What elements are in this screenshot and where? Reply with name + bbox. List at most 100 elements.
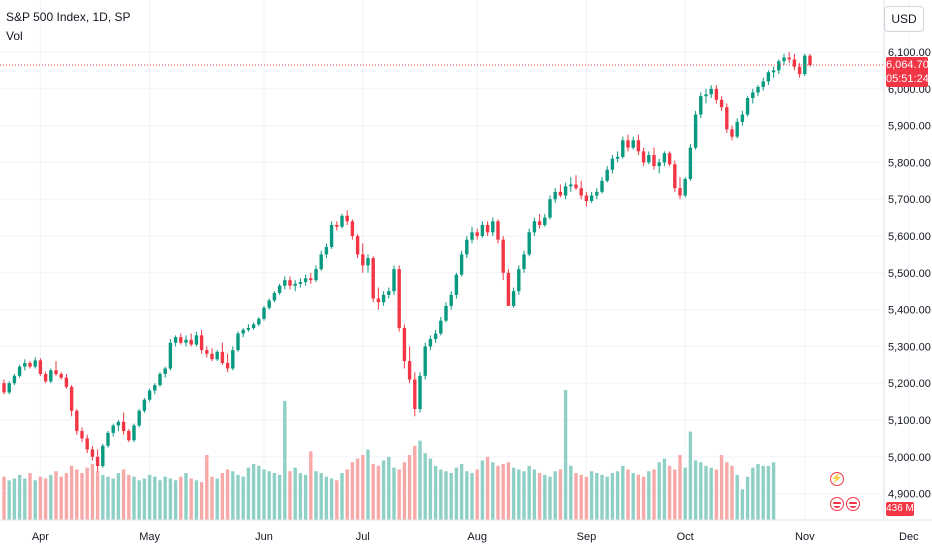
price-axis[interactable]: 4,900.00 5,000.00 5,100.00 5,200.00 5,300.00…	[888, 47, 931, 501]
candle-body	[85, 438, 89, 450]
candle-body	[787, 57, 791, 60]
volume-bar	[251, 464, 256, 520]
candle-body	[688, 147, 693, 179]
price-tick-label: 5,600.00	[888, 231, 931, 243]
volume-bar	[392, 467, 396, 520]
candle-body	[179, 337, 183, 343]
price-tick-label: 5,300.00	[888, 341, 931, 353]
volume-bar	[7, 480, 11, 520]
volume-bar	[111, 478, 115, 520]
candle-body	[595, 191, 599, 196]
volume-bar	[381, 460, 386, 520]
volume-bar	[480, 460, 485, 520]
volume-bar	[277, 474, 282, 520]
volume-bar	[23, 478, 27, 520]
time-tick-label: Nov	[795, 531, 815, 543]
candle-body	[673, 164, 677, 189]
last-price-value: 6,064.70	[886, 59, 929, 71]
volume-bar	[652, 469, 656, 520]
volume-bar	[496, 465, 500, 520]
candle-body	[314, 269, 318, 281]
candle-body	[589, 195, 594, 202]
candle-body	[792, 59, 797, 67]
candle-body	[480, 224, 485, 236]
volume-bars	[2, 390, 776, 520]
volume-bar	[179, 476, 183, 520]
candle-body	[54, 370, 58, 374]
candle-body	[413, 379, 417, 409]
volume-bar	[121, 469, 126, 520]
candle-body	[636, 140, 641, 152]
candle-body	[808, 55, 812, 65]
volume-bar	[641, 476, 646, 520]
candle-body	[615, 156, 620, 159]
candle-body	[714, 88, 719, 100]
candle-body	[423, 346, 427, 376]
us-flag-icon[interactable]	[846, 497, 860, 511]
volume-bar	[589, 471, 594, 520]
price-tick-label: 5,500.00	[888, 268, 931, 280]
candle-body	[522, 254, 526, 270]
volume-bar	[407, 455, 412, 520]
volume-bar	[80, 473, 84, 520]
time-axis[interactable]: AprMayJunJulAugSepOctNovDec23	[32, 531, 932, 543]
volume-bar	[579, 474, 583, 520]
time-tick-label: Apr	[32, 531, 49, 543]
volume-bar	[610, 473, 615, 520]
candle-body	[246, 328, 251, 330]
candle-body	[194, 335, 199, 345]
price-tick-label: 5,900.00	[888, 121, 931, 133]
candle-body	[257, 318, 261, 325]
candle-body	[33, 360, 37, 367]
volume-bar	[647, 471, 651, 520]
us-flag-icon[interactable]	[830, 497, 844, 511]
chart-title[interactable]: S&P 500 Index, 1D, SP	[6, 10, 131, 24]
candle-body	[756, 86, 760, 93]
volume-bar	[12, 478, 17, 520]
volume-legend-label[interactable]: Vol	[6, 29, 23, 43]
candle-body	[283, 280, 287, 286]
candle-body	[147, 390, 152, 400]
candle-body	[407, 361, 412, 380]
volume-bar	[699, 462, 703, 520]
price-tick-label: 5,400.00	[888, 305, 931, 317]
candle-body	[142, 399, 147, 411]
volume-bar	[537, 473, 542, 520]
volume-bar	[59, 476, 63, 520]
volume-bar	[766, 465, 771, 520]
volume-bar	[199, 482, 204, 520]
candle-body	[449, 294, 453, 306]
candle-body	[485, 224, 490, 233]
volume-bar	[667, 465, 672, 520]
candle-body	[350, 221, 355, 236]
volume-bar	[288, 471, 292, 520]
candle-body	[465, 239, 469, 255]
volume-bar	[319, 473, 323, 520]
volume-bar	[329, 478, 334, 520]
time-tick-label: May	[139, 531, 160, 543]
candle-body	[303, 278, 308, 282]
volume-bar	[350, 462, 355, 520]
volume-bar	[236, 474, 240, 520]
candle-body	[579, 188, 583, 196]
candlesticks	[2, 52, 812, 472]
volume-bar	[423, 453, 427, 520]
candle-body	[277, 285, 282, 294]
candle-body	[168, 342, 173, 369]
volume-bar	[85, 467, 89, 520]
candle-body	[298, 282, 303, 284]
candle-body	[376, 298, 381, 303]
volume-bar	[147, 474, 152, 520]
price-tick-label: 4,900.00	[888, 489, 931, 501]
candle-body	[709, 88, 713, 95]
time-tick-label: Dec	[899, 531, 919, 543]
lightning-icon[interactable]: ⚡	[830, 472, 844, 486]
volume-bar	[678, 455, 682, 520]
candle-body	[293, 283, 297, 286]
volume-bar	[75, 469, 79, 520]
currency-button[interactable]: USD	[884, 6, 924, 32]
candle-body	[75, 410, 79, 432]
candle-body	[527, 232, 531, 255]
volume-bar	[267, 471, 271, 520]
